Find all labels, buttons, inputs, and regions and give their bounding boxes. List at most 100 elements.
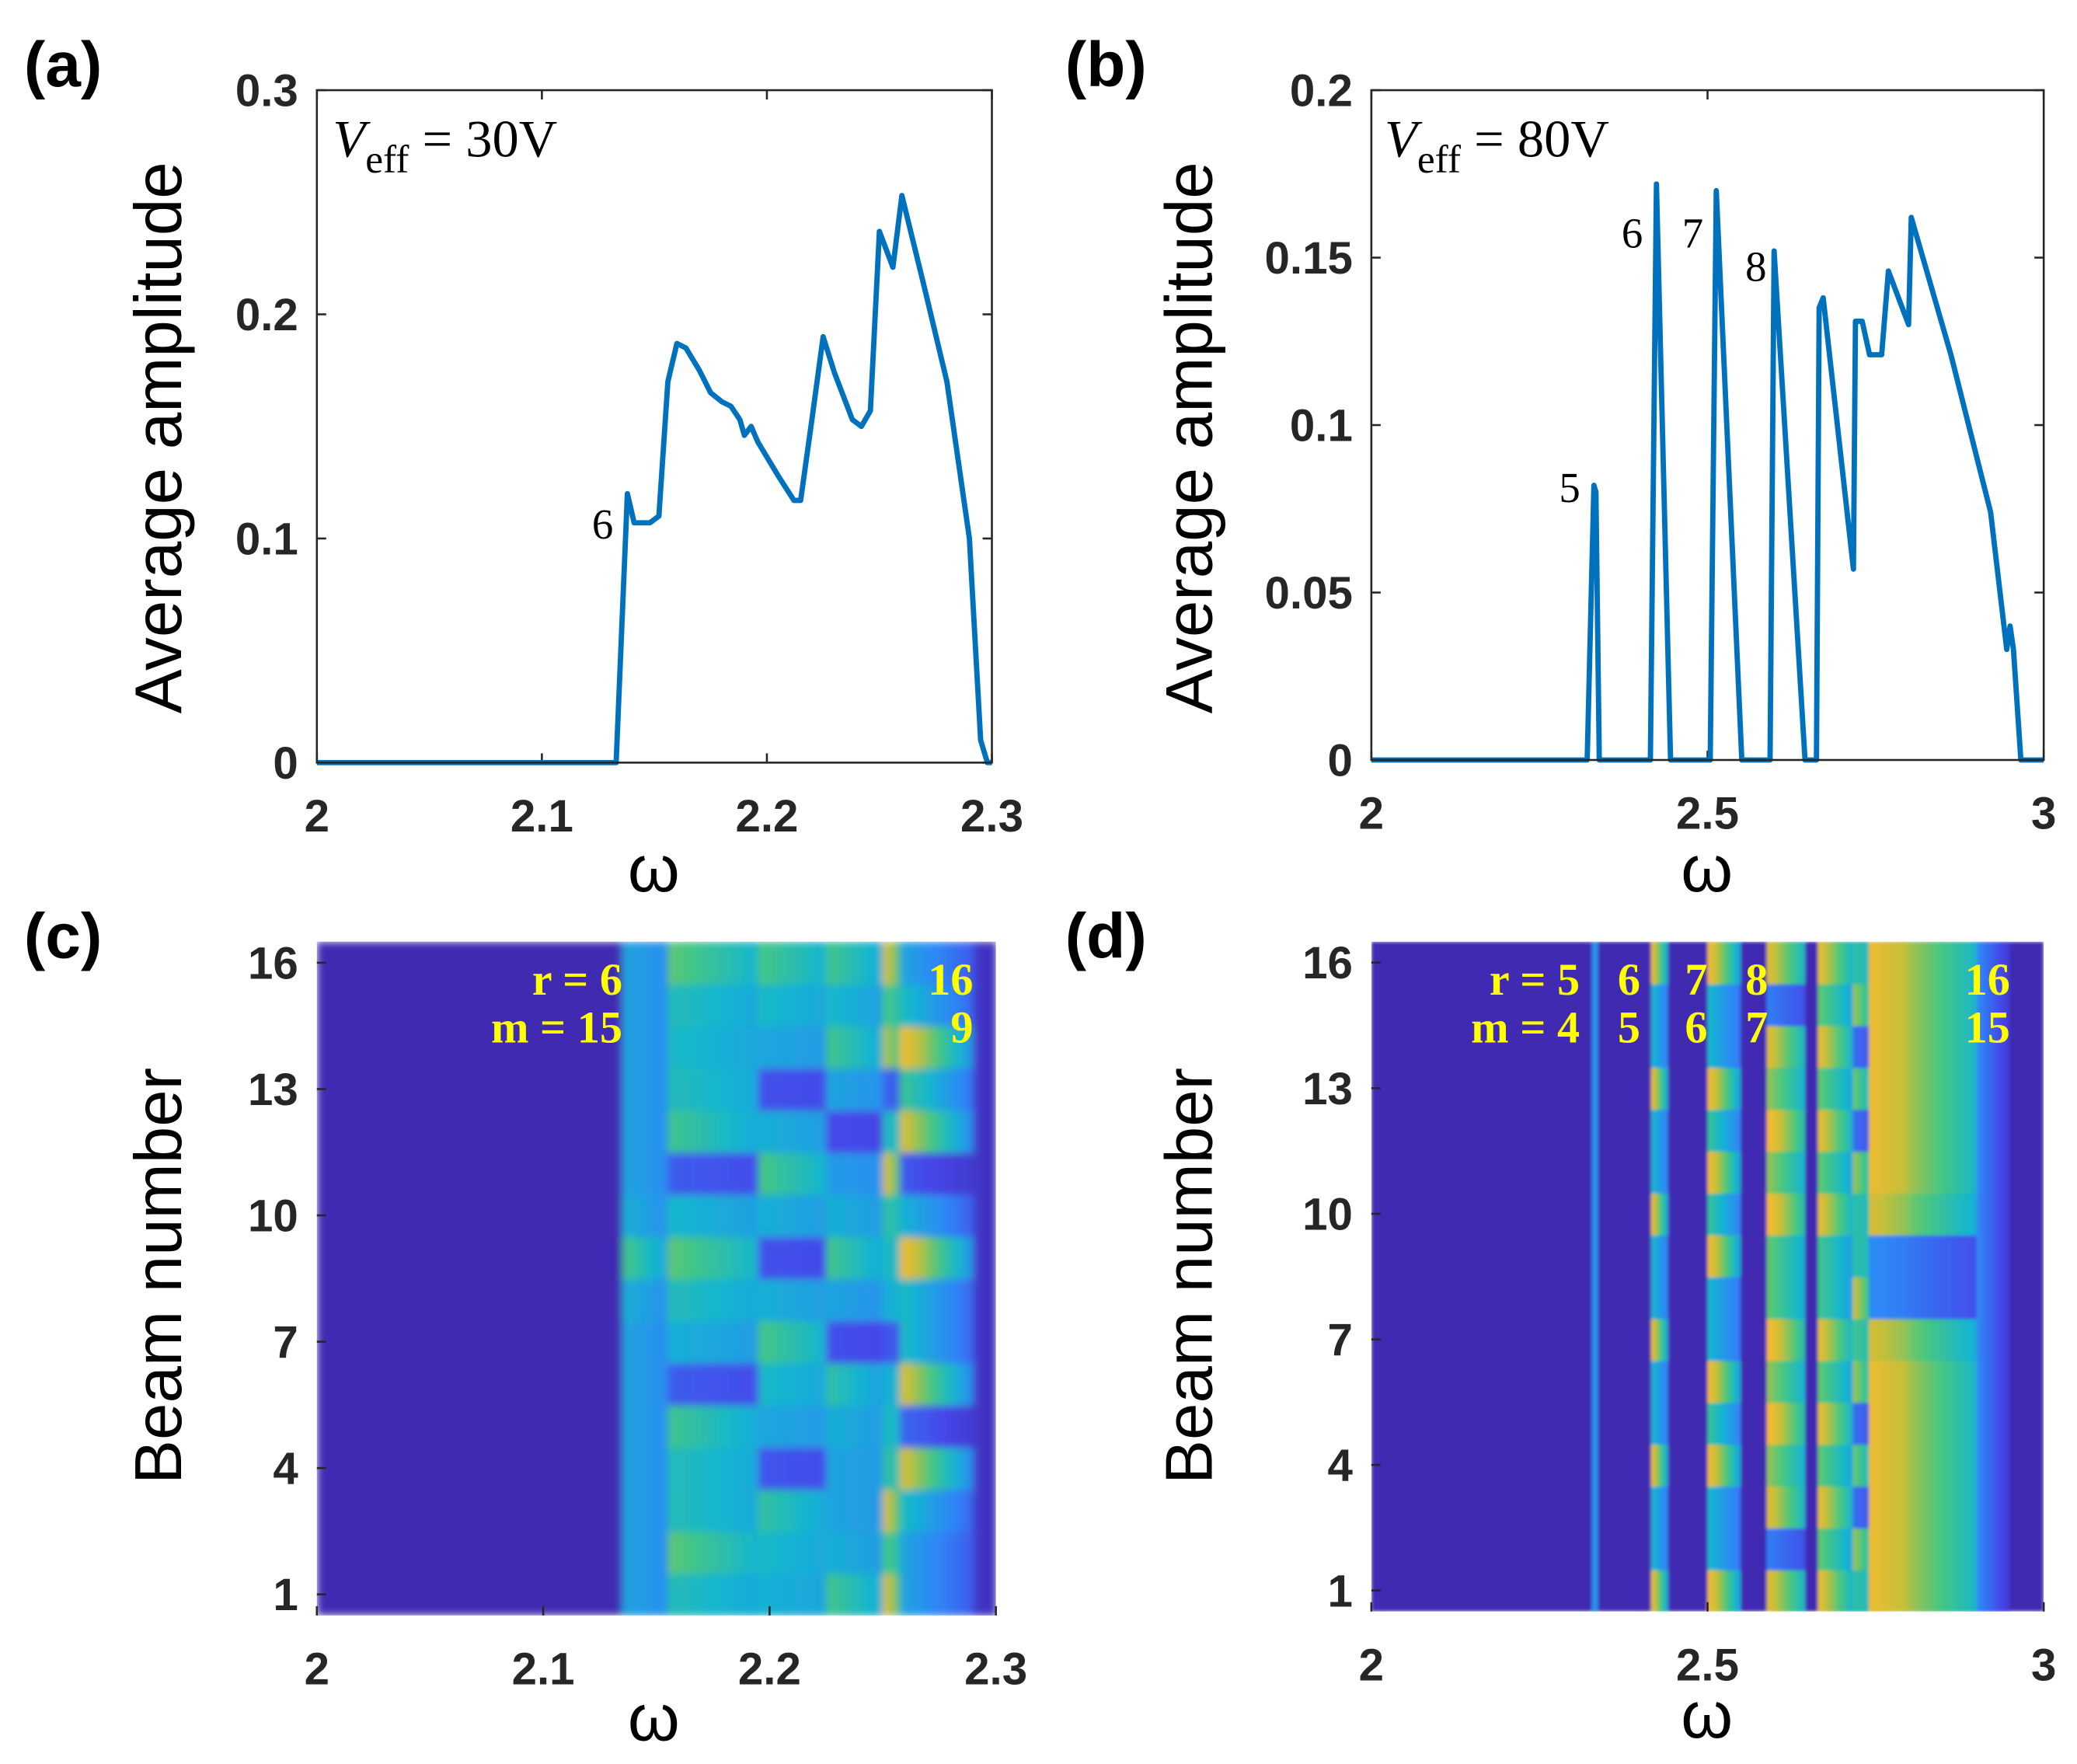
heatmap-cell	[656, 1152, 664, 1195]
heatmap-cell	[1998, 1360, 2002, 1403]
heatmap-cell	[628, 1489, 635, 1532]
heatmap-cell	[780, 1236, 788, 1280]
heatmap-cell	[849, 1194, 856, 1238]
heatmap-cell	[1904, 1151, 1908, 1194]
heatmap-cell	[1884, 941, 1889, 985]
heatmap-cell	[1855, 1318, 1859, 1361]
heatmap-cell	[894, 1489, 901, 1532]
heatmap-cell	[1963, 1067, 1967, 1110]
heatmap-cell	[933, 1194, 940, 1238]
heatmap-cell	[1998, 1569, 2002, 1612]
heatmap-cell	[1928, 1276, 1932, 1320]
heatmap-cell	[1895, 1109, 1900, 1152]
heatmap-cell	[667, 1404, 674, 1449]
heatmap-cell	[1847, 983, 1851, 1027]
heatmap-cell	[1820, 1360, 1824, 1403]
heatmap-cell	[1971, 1486, 1975, 1529]
x-tick-label: 2.1	[511, 791, 573, 842]
heatmap-cell	[984, 1194, 991, 1238]
heatmap-cell	[775, 1320, 782, 1364]
heatmap-cell	[2000, 1025, 2005, 1069]
heatmap-cell	[724, 1447, 731, 1490]
heatmap-cell	[1981, 941, 1986, 985]
heatmap-cell	[1766, 1569, 1771, 1612]
heatmap-cell	[1866, 1067, 1870, 1110]
heatmap-cell	[1831, 1486, 1835, 1529]
heatmap-cell	[1664, 1402, 1668, 1445]
heatmap-cell	[1877, 941, 1881, 985]
heatmap-cell	[814, 983, 821, 1027]
heatmap-cell	[1992, 941, 1996, 985]
heatmap-cell	[1849, 1193, 1854, 1236]
heatmap-cell	[1880, 1444, 1884, 1487]
heatmap-cell	[1783, 1360, 1786, 1403]
heatmap-cell	[1707, 1109, 1712, 1152]
heatmap-cell	[1992, 1486, 1996, 1529]
heatmap-cell	[1974, 1109, 1978, 1152]
heatmap-cell	[1995, 1569, 1999, 1612]
heatmap-cell	[752, 1573, 759, 1616]
heatmap-cell	[939, 1362, 946, 1406]
heatmap-cell	[1834, 941, 1838, 985]
heatmap-cell	[945, 1489, 952, 1532]
heatmap-cell	[883, 1573, 890, 1616]
heatmap-cell	[622, 1152, 629, 1195]
heatmap-cell	[933, 941, 940, 985]
heatmap-cell	[1952, 1067, 1956, 1110]
heatmap-cell	[1817, 1109, 1821, 1152]
heatmap-cell	[786, 1068, 793, 1111]
heatmap-cell	[1950, 983, 1953, 1027]
heatmap-cell	[1877, 1486, 1881, 1529]
heatmap-cell	[1796, 941, 1800, 985]
heatmap-cell	[939, 1320, 946, 1364]
heatmap-cell	[1874, 983, 1878, 1027]
heatmap-cell	[1793, 1234, 1797, 1278]
heatmap-cell	[1801, 1151, 1806, 1194]
heatmap-cell	[1895, 983, 1900, 1027]
heatmap-cell	[1661, 1360, 1666, 1403]
heatmap-cell	[967, 1026, 974, 1069]
heatmap-cell	[843, 1447, 850, 1490]
heatmap-cell	[1799, 1360, 1803, 1403]
heatmap-cell	[1971, 1025, 1975, 1069]
heatmap-cell	[814, 1152, 821, 1195]
heatmap-cell	[1594, 1569, 1598, 1612]
heatmap-cell	[939, 941, 946, 985]
heatmap-cell	[1849, 1569, 1854, 1612]
heatmap-cell	[695, 1194, 703, 1238]
heatmap-cell	[1874, 1444, 1878, 1487]
heatmap-cell	[928, 1152, 935, 1195]
heatmap-cell	[1936, 1276, 1940, 1320]
heatmap-cell	[695, 1152, 703, 1195]
heatmap-cell	[978, 1236, 986, 1280]
heatmap-cell	[1989, 1318, 1994, 1361]
heatmap-cell	[843, 1531, 850, 1574]
heatmap-cell	[854, 1573, 861, 1616]
heatmap-cell	[1952, 1318, 1956, 1361]
heatmap-cell	[707, 1362, 714, 1406]
heatmap-cell	[1874, 1402, 1878, 1445]
heatmap-cell	[701, 1026, 709, 1069]
heatmap-cell	[1871, 983, 1876, 1027]
heatmap-cell	[758, 1404, 765, 1449]
heatmap-cell	[1941, 1151, 1946, 1194]
heatmap-cell	[639, 983, 646, 1027]
heatmap-cell	[1963, 1360, 1967, 1403]
heatmap-cell	[1659, 1234, 1663, 1278]
heatmap-cell	[1820, 1318, 1824, 1361]
heatmap-cell	[1946, 1318, 1951, 1361]
heatmap-cell	[1893, 1486, 1897, 1529]
heatmap-cell	[1785, 1276, 1789, 1320]
heatmap-cell	[1783, 983, 1786, 1027]
heatmap-cell	[1989, 1402, 1994, 1445]
heatmap-cell	[1825, 1025, 1830, 1069]
heatmap-cell	[1799, 1527, 1803, 1571]
heatmap-cell	[1887, 1193, 1891, 1236]
heatmap-cell	[1729, 1527, 1733, 1571]
heatmap-cell	[820, 1152, 828, 1195]
heatmap-cell	[1788, 1402, 1792, 1445]
heatmap-cell	[633, 983, 640, 1027]
heatmap-cell	[1957, 1444, 1961, 1487]
heatmap-cell	[1726, 1444, 1730, 1487]
heatmap-cell	[1933, 1193, 1937, 1236]
